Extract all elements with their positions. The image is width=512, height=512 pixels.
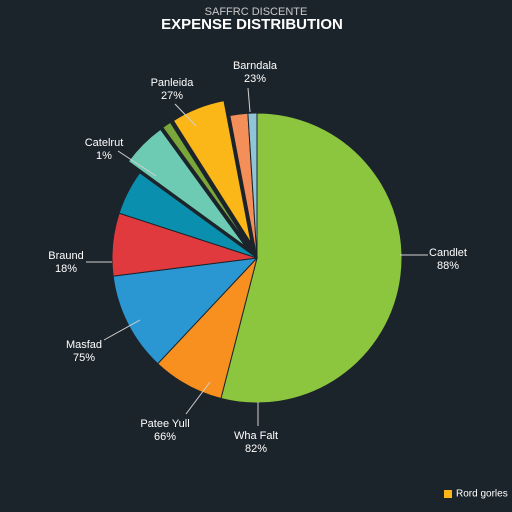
pie-slice xyxy=(247,112,258,259)
slice-percent: 82% xyxy=(245,443,267,455)
slice-percent: 66% xyxy=(154,431,176,443)
slice-percent: 88% xyxy=(437,260,459,272)
chart-subtitle: SAFFRC DISCENTE xyxy=(205,6,308,18)
pie-slice xyxy=(118,172,258,259)
slice-label: Masfad xyxy=(66,339,102,351)
slice-label: Wha Falt xyxy=(234,430,278,442)
slice-percent: 75% xyxy=(73,352,95,364)
slice-label: Catelrut xyxy=(85,137,124,149)
slice-percent: 23% xyxy=(244,73,266,85)
leader-line xyxy=(185,381,211,415)
pie-slice xyxy=(127,128,247,248)
pie-slice xyxy=(220,112,403,404)
slice-percent: 1% xyxy=(96,150,112,162)
slice-label: Panleida xyxy=(151,77,195,89)
legend-swatch xyxy=(444,490,452,498)
leader-line xyxy=(103,319,141,341)
slice-label: Barndala xyxy=(233,60,278,72)
chart-title: EXPENSE DISTRIBUTION xyxy=(161,16,343,33)
pie-slice xyxy=(172,100,252,244)
slice-label: Patee Yull xyxy=(140,418,189,430)
legend-label: Rord gorles xyxy=(456,489,508,500)
slice-percent: 27% xyxy=(161,90,183,102)
leader-line xyxy=(174,103,197,127)
pie-slice xyxy=(112,257,259,365)
leader-line xyxy=(117,150,157,177)
leader-line xyxy=(247,87,251,113)
pie-slice xyxy=(162,121,249,246)
slice-percent: 18% xyxy=(55,263,77,275)
slice-label: Candlet xyxy=(429,247,467,259)
slice-label: Braund xyxy=(48,250,83,262)
